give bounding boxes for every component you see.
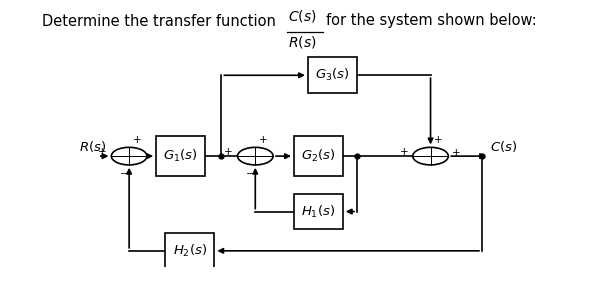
Text: for the system shown below:: for the system shown below: [326, 14, 537, 28]
Text: $G_1(s)$: $G_1(s)$ [163, 148, 198, 164]
Circle shape [413, 147, 448, 165]
Text: Determine the transfer function: Determine the transfer function [42, 14, 276, 28]
Text: +: + [452, 148, 461, 158]
FancyBboxPatch shape [294, 136, 343, 176]
Text: $-$: $-$ [245, 167, 255, 177]
Text: +: + [224, 147, 233, 157]
Circle shape [112, 147, 147, 165]
Text: +: + [399, 147, 408, 157]
Text: $G_2(s)$: $G_2(s)$ [301, 148, 336, 164]
FancyBboxPatch shape [156, 136, 205, 176]
Text: $H_1(s)$: $H_1(s)$ [302, 203, 335, 220]
Text: $C(s)$: $C(s)$ [288, 8, 317, 23]
Text: $R(s)$: $R(s)$ [288, 34, 317, 50]
Text: +: + [133, 135, 141, 145]
Text: +: + [98, 147, 107, 157]
Circle shape [238, 147, 273, 165]
Text: $R(s)$: $R(s)$ [79, 139, 106, 154]
Text: +: + [259, 135, 268, 145]
Text: $G_3(s)$: $G_3(s)$ [315, 67, 350, 83]
Text: $-$: $-$ [119, 167, 128, 177]
FancyBboxPatch shape [165, 233, 215, 269]
FancyBboxPatch shape [294, 194, 343, 230]
Text: $H_2(s)$: $H_2(s)$ [172, 243, 207, 259]
FancyBboxPatch shape [308, 57, 357, 93]
Text: $C(s)$: $C(s)$ [490, 139, 517, 154]
Text: +: + [434, 135, 443, 145]
